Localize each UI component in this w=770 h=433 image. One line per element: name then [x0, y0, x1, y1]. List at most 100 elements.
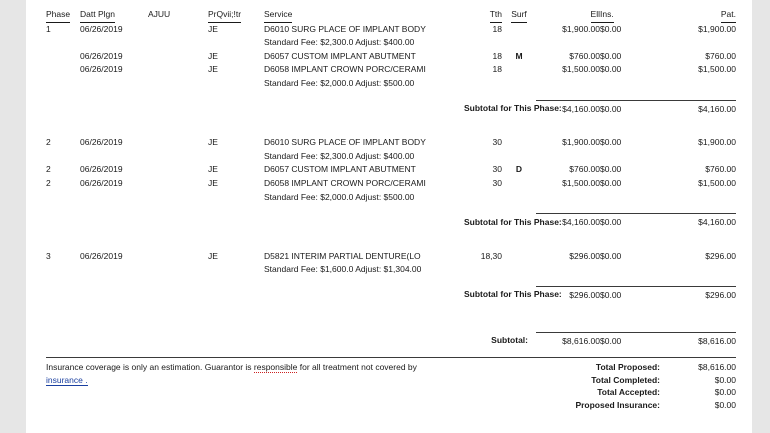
cell-tooth: 30	[492, 177, 502, 188]
cell-date: 06/26/2019	[80, 23, 123, 34]
total-row-proposed: Total Proposed: $8,616.00	[575, 361, 736, 374]
phase-subtotal-row: Subtotal for This Phase: $4,160.00 $0.00…	[46, 99, 736, 117]
total-proposed-label: Total Proposed:	[595, 362, 660, 372]
table-header: Phase Datt Plgn AJUU PrQvii;!tr Service …	[46, 8, 736, 23]
cell-standard-fee: Standard Fee: $2,000.0 Adjust: $500.00	[264, 77, 415, 88]
header-service: Service	[264, 8, 464, 23]
row-spacer	[46, 230, 736, 250]
cell-surface	[502, 23, 536, 37]
cell-insurance: $0.00	[600, 23, 622, 34]
total-completed-value: $0.00	[714, 374, 736, 385]
disclaimer-text-part2: for all treatment not covered by	[297, 362, 417, 372]
table-body: 1 06/26/2019 JE D6010 SURG PLACE OF IMPL…	[46, 23, 736, 349]
cell-fee: $1,500.00	[562, 64, 600, 75]
cell-surface	[502, 136, 536, 150]
cell-fee: $760.00	[569, 50, 600, 61]
table-row[interactable]: 1 06/26/2019 JE D6010 SURG PLACE OF IMPL…	[46, 23, 736, 37]
document-page: Phase Datt Plgn AJUU PrQvii;!tr Service …	[26, 0, 752, 433]
cell-insurance: $0.00	[600, 50, 622, 61]
treatment-plan-table: Phase Datt Plgn AJUU PrQvii;!tr Service …	[46, 8, 736, 349]
cell-provider: JE	[208, 137, 218, 148]
total-proposed-value: $8,616.00	[698, 362, 736, 372]
row-spacer	[46, 116, 736, 136]
cell-service: D6010 SURG PLACE OF IMPLANT BODY	[264, 137, 426, 148]
header-patient: Pat.	[660, 8, 736, 23]
insurance-disclaimer: Insurance coverage is only an estimation…	[46, 361, 476, 387]
cell-surface: M	[515, 50, 523, 61]
table-row[interactable]: 06/26/2019 JE D6058 IMPLANT CROWN PORC/C…	[46, 63, 736, 77]
row-spacer	[46, 303, 736, 323]
row-spacer	[46, 204, 736, 214]
cell-tooth: 18,30	[480, 250, 502, 261]
total-accepted-value: $0.00	[714, 387, 736, 397]
detail-row: Standard Fee: $1,600.0 Adjust: $1,304.00	[46, 263, 736, 277]
phase-subtotal-patient: $4,160.00	[660, 99, 736, 117]
cell-surface	[502, 250, 536, 264]
phase-subtotal-label: Subtotal for This Phase:	[464, 289, 562, 300]
cell-adjust	[148, 50, 208, 64]
grand-subtotal-label: Subtotal:	[491, 335, 528, 345]
cell-provider: JE	[208, 64, 218, 75]
cell-date: 06/26/2019	[80, 177, 123, 188]
header-surface: Surf	[502, 8, 536, 23]
cell-patient: $760.00	[705, 164, 736, 175]
table-row[interactable]: 2 06/26/2019 JE D6058 IMPLANT CROWN PORC…	[46, 177, 736, 191]
detail-row: Standard Fee: $2,000.0 Adjust: $500.00	[46, 77, 736, 91]
table-row[interactable]: 2 06/26/2019 JE D6010 SURG PLACE OF IMPL…	[46, 136, 736, 150]
cell-standard-fee: Standard Fee: $2,300.0 Adjust: $400.00	[264, 150, 415, 161]
totals-summary: Total Proposed: $8,616.00 Total Complete…	[575, 361, 736, 411]
phase-subtotal-row: Subtotal for This Phase: $4,160.00 $0.00…	[46, 213, 736, 230]
table-row[interactable]: 3 06/26/2019 JE D5821 INTERIM PARTIAL DE…	[46, 250, 736, 264]
cell-date: 06/26/2019	[80, 50, 123, 61]
cell-phase	[46, 50, 80, 64]
header-adjust: AJUU	[148, 9, 171, 19]
cell-fee: $1,500.00	[562, 177, 600, 188]
cell-tooth: 18	[492, 64, 502, 75]
cell-surface: D	[515, 164, 523, 175]
cell-date: 06/26/2019	[80, 64, 123, 75]
cell-adjust	[148, 177, 208, 191]
cell-fee: $296.00	[569, 250, 600, 261]
table-row[interactable]: 2 06/26/2019 JE D6057 CUSTOM IMPLANT ABU…	[46, 163, 736, 177]
cell-adjust	[148, 63, 208, 77]
phase-subtotal-insurance: $0.00	[600, 213, 660, 230]
proposed-insurance-value: $0.00	[714, 399, 736, 410]
phase-subtotal-patient: $4,160.00	[660, 213, 736, 230]
cell-phase: 2	[46, 177, 51, 188]
cell-service: D5821 INTERIM PARTIAL DENTURE(LO	[264, 250, 421, 261]
cell-provider: JE	[208, 164, 218, 175]
row-spacer	[46, 91, 736, 101]
cell-surface	[502, 177, 536, 191]
disclaimer-spellcheck-word: responsible	[253, 362, 298, 373]
cell-standard-fee: Standard Fee: $1,600.0 Adjust: $1,304.00	[264, 264, 422, 275]
cell-tooth: 18	[492, 23, 502, 34]
cell-insurance: $0.00	[600, 250, 622, 261]
cell-phase	[46, 63, 80, 77]
cell-service: D6058 IMPLANT CROWN PORC/CERAMI	[264, 64, 426, 75]
cell-tooth: 30	[492, 164, 502, 175]
header-phase: Phase	[46, 8, 80, 23]
total-completed-label: Total Completed:	[591, 374, 660, 385]
treatment-plan-document: Phase Datt Plgn AJUU PrQvii;!tr Service …	[46, 8, 736, 349]
row-spacer	[46, 323, 736, 333]
cell-fee: $1,900.00	[562, 137, 600, 148]
cell-provider: JE	[208, 23, 218, 34]
cell-date: 06/26/2019	[80, 137, 123, 148]
phase-subtotal-fee: $4,160.00	[536, 213, 600, 230]
insurance-link[interactable]: insurance .	[46, 375, 88, 386]
phase-subtotal-label: Subtotal for This Phase:	[464, 216, 562, 227]
cell-provider: JE	[208, 50, 218, 61]
total-accepted-label: Total Accepted:	[597, 387, 660, 397]
cell-service: D6010 SURG PLACE OF IMPLANT BODY	[264, 23, 426, 34]
cell-patient: $760.00	[705, 50, 736, 61]
detail-row: Standard Fee: $2,300.0 Adjust: $400.00	[46, 150, 736, 164]
header-row: Phase Datt Plgn AJUU PrQvii;!tr Service …	[46, 8, 736, 23]
detail-row: Standard Fee: $2,000.0 Adjust: $500.00	[46, 191, 736, 205]
header-insurance: Ins.	[600, 8, 660, 23]
cell-standard-fee: Standard Fee: $2,000.0 Adjust: $500.00	[264, 191, 415, 202]
phase-subtotal-insurance: $0.00	[600, 99, 660, 117]
cell-phase: 1	[46, 23, 51, 34]
phase-subtotal-patient: $296.00	[660, 285, 736, 303]
table-row[interactable]: 06/26/2019 JE D6057 CUSTOM IMPLANT ABUTM…	[46, 50, 736, 64]
cell-adjust	[148, 136, 208, 150]
